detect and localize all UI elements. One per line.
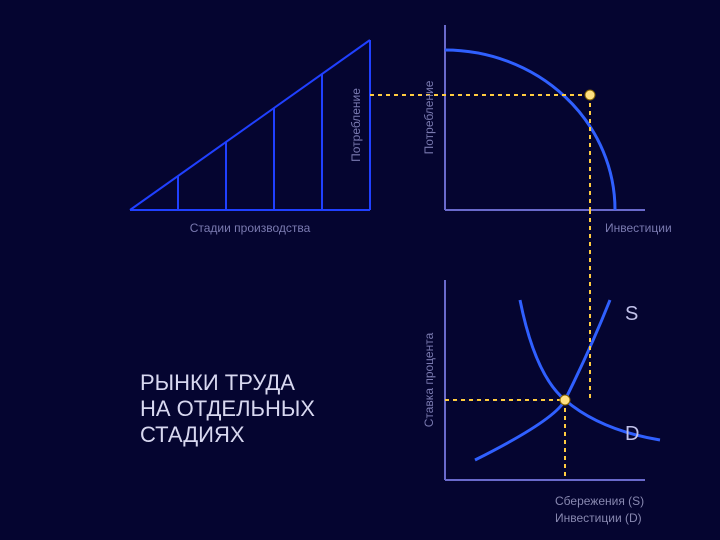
ppf-x-label: Инвестиции [605,221,672,235]
market-y-label: Ставка процента [422,332,436,427]
diagram-canvas: Потребление Стадии производства Потреблени… [0,0,720,540]
title-line-2: НА ОТДЕЛЬНЫХ [140,396,315,421]
market-equilibrium-point [560,395,570,405]
legend-savings: Сбережения (S) [555,494,644,508]
title-line-1: РЫНКИ ТРУДА [140,370,295,395]
demand-label: D [625,423,639,445]
ppf-equilibrium-point [585,90,595,100]
triangle-y-label: Потребление [349,88,363,162]
triangle-x-label: Стадии производства [190,221,311,235]
ppf-y-label: Потребление [422,80,436,154]
title-line-3: СТАДИЯХ [140,422,245,447]
supply-label: S [625,303,638,325]
legend-investment: Инвестиции (D) [555,511,642,525]
